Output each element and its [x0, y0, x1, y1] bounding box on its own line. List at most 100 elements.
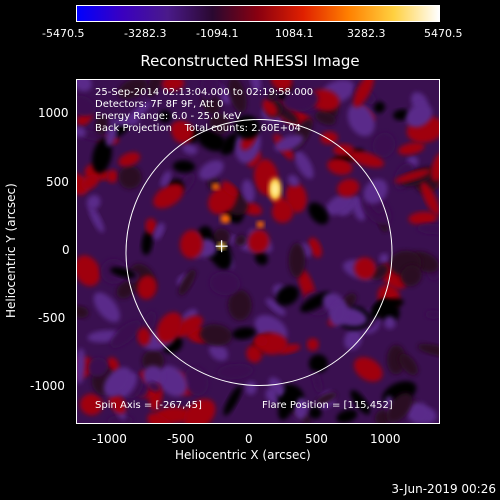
image-speckle: [77, 255, 101, 287]
image-speckle: [153, 183, 184, 209]
x-tick-label: 0: [245, 432, 253, 446]
image-speckle: [105, 124, 118, 147]
image-speckle: [315, 111, 336, 125]
image-speckle: [209, 113, 231, 135]
image-speckle: [353, 80, 374, 108]
image-speckle: [386, 392, 413, 423]
plot-title: Reconstructed RHESSI Image: [140, 52, 360, 70]
timestamp: 3-Jun-2019 00:26: [391, 482, 496, 496]
image-speckle: [209, 343, 228, 361]
image-speckle: [175, 315, 203, 337]
image-speckle: [145, 218, 157, 235]
image-speckle: [183, 398, 216, 423]
image-speckle: [110, 320, 141, 348]
image-speckle: [394, 169, 431, 183]
image-speckle: [408, 211, 438, 225]
image-speckle: [199, 160, 224, 180]
image-speckle: [420, 181, 439, 216]
colorbar-tick-label: -5470.5: [42, 27, 85, 40]
image-speckle: [93, 292, 121, 323]
image-speckle: [179, 230, 203, 259]
image-speckle: [354, 257, 376, 280]
y-tick-label: 500: [46, 175, 69, 189]
image-speckle: [276, 285, 299, 306]
image-speckle: [348, 150, 384, 168]
image-speckle: [178, 269, 196, 296]
bright-source: [271, 182, 279, 196]
bright-source: [211, 183, 220, 190]
image-speckle: [350, 390, 371, 415]
image-plot-area: [76, 79, 440, 424]
image-speckle: [406, 402, 431, 423]
image-speckle: [81, 174, 99, 190]
energy-range-annotation: Energy Range: 6.0 - 25.0 keV: [95, 111, 242, 122]
image-speckle: [384, 316, 396, 329]
flare-position-annotation: Flare Position = [115,452]: [262, 400, 393, 411]
image-speckle: [308, 354, 328, 373]
image-speckle: [288, 242, 306, 278]
image-speckle: [223, 385, 242, 416]
image-speckle: [325, 193, 355, 216]
y-axis-label: Heliocentric Y (arcsec): [4, 183, 18, 318]
image-speckle: [77, 80, 92, 92]
y-tick-label: 0: [62, 243, 70, 257]
spin-axis-marker: [215, 240, 228, 253]
image-speckle: [92, 137, 112, 174]
image-speckle: [87, 357, 109, 377]
image-speckle: [308, 406, 322, 419]
image-speckle: [221, 181, 239, 197]
image-speckle: [248, 229, 270, 254]
image-speckle: [306, 338, 319, 351]
image-speckle: [430, 152, 439, 182]
image-speckle: [160, 170, 172, 188]
image-speckle: [327, 158, 353, 175]
image-speckle: [265, 298, 286, 316]
detectors-annotation: Detectors: 7F 8F 9F, Att 0: [95, 99, 224, 110]
image-speckle: [77, 305, 89, 319]
image-speckle: [282, 88, 319, 112]
image-speckle: [137, 275, 157, 300]
image-speckle: [110, 267, 136, 279]
image-speckle: [255, 335, 268, 346]
image-speckle: [172, 160, 196, 173]
time-range-annotation: 25-Sep-2014 02:13:04.000 to 02:19:58.000: [95, 87, 314, 98]
method-counts-annotation: Back Projection Total counts: 2.60E+04: [95, 123, 301, 134]
image-speckle: [157, 365, 188, 397]
image-speckle: [117, 80, 148, 100]
y-tick-label: -1000: [30, 379, 65, 393]
image-speckle: [242, 179, 255, 203]
image-speckle: [217, 363, 254, 380]
image-speckle: [312, 371, 323, 393]
image-speckle: [254, 251, 268, 266]
image-speckle: [308, 237, 322, 258]
colorbar: [76, 5, 440, 22]
image-speckle: [274, 134, 304, 152]
image-speckle: [416, 223, 439, 235]
image-speckle: [379, 253, 390, 265]
image-speckle: [372, 132, 396, 158]
image-speckle: [406, 104, 433, 128]
image-speckle: [354, 357, 383, 382]
image-speckle: [344, 328, 362, 350]
image-speckle: [336, 409, 358, 423]
image-speckle: [400, 265, 422, 287]
x-tick-label: -500: [167, 432, 195, 446]
image-speckle: [267, 90, 278, 100]
image-speckle: [142, 349, 165, 372]
y-tick-label: 1000: [38, 106, 69, 120]
bright-source: [220, 214, 231, 224]
image-speckle: [109, 117, 141, 126]
reconstructed-image: [77, 80, 439, 423]
x-tick-label: 1000: [370, 432, 401, 446]
image-speckle: [118, 152, 141, 167]
image-speckle: [108, 393, 126, 414]
image-speckle: [103, 367, 132, 398]
image-speckle: [184, 366, 209, 396]
image-speckle: [86, 194, 101, 210]
colorbar-tick-label: 3282.3: [347, 27, 386, 40]
image-speckle: [347, 103, 375, 137]
image-speckle: [235, 234, 247, 247]
image-speckle: [161, 80, 185, 91]
image-speckle: [398, 142, 425, 155]
